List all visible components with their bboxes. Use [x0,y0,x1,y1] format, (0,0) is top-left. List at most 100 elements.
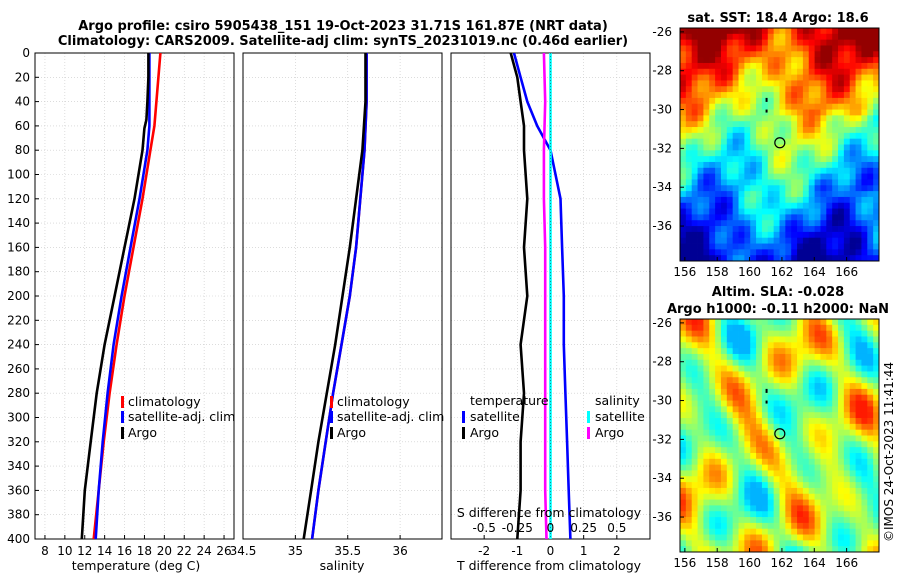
map-cell [861,330,868,337]
map-cell [814,127,821,134]
map-cell [779,161,786,169]
map-cell [814,80,821,87]
map-cell [791,388,798,396]
map-cell [726,319,734,326]
map-cell [691,132,698,140]
map-cell [732,493,739,500]
map-cell [767,348,775,355]
map-cell [709,179,716,186]
map-cell [744,144,751,151]
map-cell [709,423,716,431]
map-cell [732,249,739,256]
map-cell [750,80,757,87]
map-cell [861,435,868,442]
map-cell [849,447,856,454]
map-cell [808,458,816,466]
map-cell [680,132,687,140]
map-cell [808,406,816,413]
map-cell [826,429,833,436]
map-cell [820,45,827,52]
map-cell [726,342,734,349]
map-cell [738,80,745,87]
map-cell [703,45,710,52]
map-cell [843,156,851,163]
map-cell [744,57,751,64]
map-cell [680,493,687,500]
map-cell [680,185,687,192]
map-cell [703,161,710,169]
map-cell [797,150,804,157]
map-cell [685,447,693,454]
map-cell [750,161,757,169]
map-cell [715,132,722,140]
map-cell [808,226,816,233]
map-cell [744,359,751,366]
salinity-legend: climatology satellite-adj. clim Argo [330,394,444,440]
map-cell [820,156,827,163]
map-cell [785,464,792,471]
map-cell [685,196,693,204]
map-cell [756,447,763,454]
map-cell [849,121,856,128]
map-cell [685,208,693,215]
map-cell [767,470,775,477]
map-cell [838,423,845,431]
map-cell [691,214,698,221]
x-tick-label: 36 [392,544,407,558]
map-cell [849,353,856,361]
map-cell [767,353,775,361]
map-cell [820,249,827,256]
map-cell [732,406,739,413]
map-cell [703,255,710,261]
map-cell [779,103,786,110]
legend-label-argo: Argo [337,425,366,440]
map-cell [738,412,745,419]
map-cell [715,464,722,471]
map-cell [750,458,757,466]
map-cell [715,388,722,396]
map-cell [761,121,769,128]
map-cell [691,161,698,169]
map-cell [773,243,780,250]
map-cell [855,109,862,116]
map-cell [680,342,687,349]
map-cell [779,28,786,35]
map-cell [873,202,879,209]
map-cell [703,452,710,460]
map-cell [756,540,763,547]
map-cell [756,208,763,215]
map-cell [732,528,739,535]
map-cell [861,86,868,93]
map-cell [802,470,810,477]
map-cell [720,470,728,477]
map-cell [680,353,687,361]
map-cell [726,196,734,204]
map-cell [715,487,722,495]
map-cell [703,464,710,471]
map-cell [685,418,693,425]
map-cell [680,121,687,128]
map-cell [779,138,786,145]
map-cell [832,237,839,244]
map-cell [838,371,845,378]
map-cell [691,441,698,448]
map-cell [802,546,810,552]
map-cell [685,97,693,105]
map-cell [843,243,851,250]
map-cell [761,517,769,524]
map-cell [709,534,716,541]
map-cell [797,418,804,425]
map-cell [826,534,833,541]
map-cell [820,202,827,209]
map-cell [691,196,698,204]
map-cell [773,179,780,186]
map-cell [802,482,810,489]
map-cell [814,202,821,209]
map-cell [691,226,698,233]
map-cell [685,458,693,466]
map-cell [773,74,780,81]
map-cell [832,470,839,477]
map-cell [761,511,769,518]
map-cell [761,51,769,58]
